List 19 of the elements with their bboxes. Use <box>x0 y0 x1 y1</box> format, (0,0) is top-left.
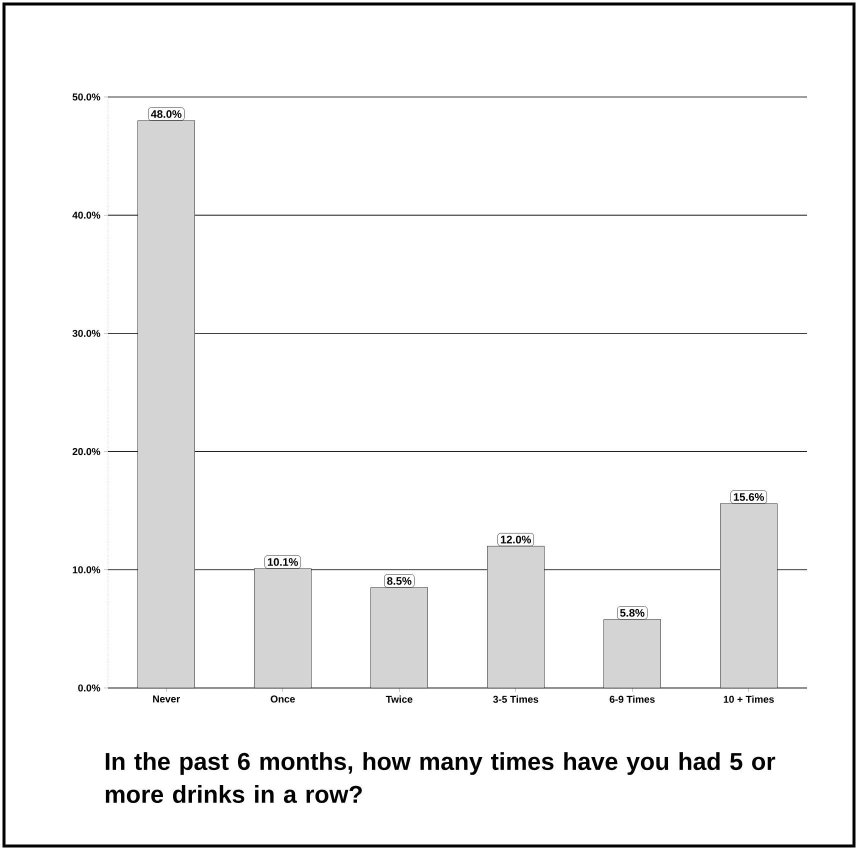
x-tick-label: 10 + Times <box>724 696 774 703</box>
data-label: 8.5% <box>387 577 412 585</box>
data-label: 12.0% <box>500 536 531 544</box>
y-tick-label: 40.0% <box>72 212 100 219</box>
x-tick-label: Once <box>270 696 295 703</box>
data-label: 48.0% <box>150 110 182 118</box>
x-tick-label: Never <box>153 696 180 702</box>
data-label: 15.6% <box>734 493 764 501</box>
y-tick-label: 10.0% <box>72 566 100 574</box>
data-label: 10.1% <box>268 558 298 566</box>
y-tick-label: 30.0% <box>72 330 100 337</box>
y-tick-label: 20.0% <box>72 448 100 456</box>
x-tick-label: Twice <box>386 696 412 703</box>
y-tick-label: 50.0% <box>72 93 100 101</box>
data-label: 5.8% <box>620 608 644 617</box>
x-tick-label: 3-5 Times <box>493 696 538 703</box>
y-tick-label: 0.0% <box>78 684 100 692</box>
text: In the past 6 months, how many times have you had 5 or more drinks in a row? <box>106 752 776 803</box>
x-tick-label: 6-9 Times <box>610 696 655 703</box>
